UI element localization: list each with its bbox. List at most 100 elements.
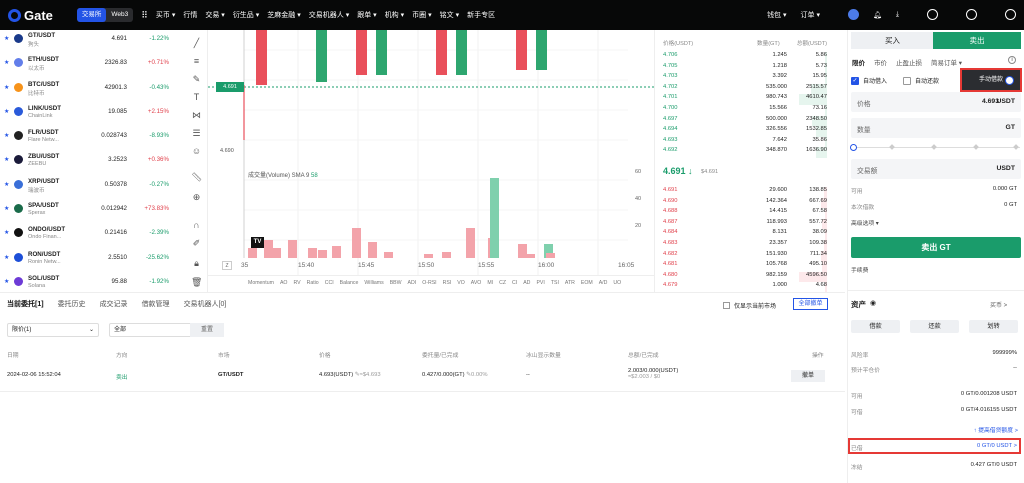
cancel-all-button[interactable]: 全部撤单	[793, 298, 828, 310]
apps-grid-icon[interactable]: ⠿	[141, 9, 148, 20]
bid-row[interactable]: 4.683 23.357 109.38	[657, 240, 832, 251]
indicator-chip[interactable]: AO	[279, 279, 288, 286]
market-row[interactable]: ★ GT/USDT 狗头 4.691 -1.22%	[0, 30, 183, 54]
star-icon[interactable]: ★	[4, 230, 10, 237]
tab-buy[interactable]: 买入	[851, 32, 934, 49]
info-icon[interactable]: i	[1008, 56, 1016, 64]
settings-icon[interactable]	[952, 8, 977, 22]
fee-link[interactable]: 手续费	[851, 268, 869, 274]
star-icon[interactable]: ★	[4, 108, 10, 115]
indicator-chip[interactable]: CZ	[499, 279, 507, 286]
indicator-chip[interactable]: EOM	[580, 279, 593, 286]
indicator-chip[interactable]: AVO	[470, 279, 482, 286]
market-row[interactable]: ★ ONDO/USDT Ondo Finan... 0.21416 -2.39%	[0, 224, 183, 248]
download-icon[interactable]: ⤓	[895, 11, 899, 18]
buy-crypto-link[interactable]: 买币 >	[990, 303, 1008, 309]
pencil-lock-icon[interactable]: ✐	[192, 238, 201, 248]
indicator-chip[interactable]: A/D	[598, 279, 608, 286]
slider-mark-100[interactable]	[1013, 144, 1019, 150]
amount-field[interactable]: 数量 GT	[851, 118, 1021, 138]
nav-bots[interactable]: 交易机器人 ▾	[308, 12, 350, 19]
nav-derivatives[interactable]: 衍生品 ▾	[232, 12, 260, 19]
nav-buy-crypto[interactable]: 买币 ▾	[155, 12, 176, 19]
nav-finance[interactable]: 芝麻金融 ▾	[267, 12, 301, 19]
indicator-chip[interactable]: Balance	[339, 279, 359, 286]
bid-row[interactable]: 4.688 14.415 67.58	[657, 208, 832, 219]
tab-loan-management[interactable]: 借款管理	[141, 301, 170, 308]
slider-mark-75[interactable]	[973, 144, 979, 150]
ask-row[interactable]: 4.692 348.870 1636.90	[657, 147, 832, 158]
bid-row[interactable]: 4.691 29.600 138.85	[657, 187, 832, 198]
wallet-menu[interactable]: 钱包 ▾	[767, 12, 787, 19]
avatar[interactable]	[834, 8, 859, 22]
star-icon[interactable]: ★	[4, 36, 10, 42]
bell-icon[interactable]: 🔔︎	[873, 12, 882, 19]
sell-gt-button[interactable]: 卖出 GT	[851, 237, 1021, 258]
bid-row[interactable]: 4.681 105.768 495.10	[657, 261, 832, 272]
candlestick-chart[interactable]: 35 15:40 15:45 15:50 15:55 16:00 16:05	[208, 30, 655, 275]
indicator-chip[interactable]: CCI	[324, 279, 334, 286]
indicator-chip[interactable]: Ratio	[306, 279, 319, 286]
ask-row[interactable]: 4.703 3.392 15.95	[657, 73, 832, 84]
cancel-order-button[interactable]: 撤单	[791, 370, 825, 382]
ask-row[interactable]: 4.694 326.556 1532.85	[657, 126, 832, 137]
star-icon[interactable]: ★	[4, 206, 10, 213]
zoom-in-icon[interactable]: ⊕	[192, 192, 201, 202]
market-row[interactable]: ★ ETH/USDT 以太币 2326.83 +0.71%	[0, 54, 183, 78]
bid-row[interactable]: 4.680 982.159 4596.50	[657, 271, 832, 283]
type-simple[interactable]: 简易订单 ▾	[931, 60, 963, 67]
nav-institution[interactable]: 机构 ▾	[384, 12, 405, 19]
eye-icon[interactable]: ◉	[870, 300, 877, 307]
auto-repay-toggle[interactable]: 自动还款	[903, 76, 939, 85]
indicator-chip[interactable]: PVI	[536, 279, 545, 286]
star-icon[interactable]: ★	[4, 84, 10, 91]
tab-sell[interactable]: 卖出	[933, 32, 1021, 49]
nav-inscription[interactable]: 铭文 ▾	[439, 12, 460, 19]
trash-icon[interactable]: 🗑︎	[191, 277, 203, 287]
nav-markets[interactable]: 行情	[183, 12, 198, 19]
star-icon[interactable]: ★	[4, 60, 10, 67]
fib-tool-icon[interactable]: ☰	[192, 128, 201, 138]
type-tpsl[interactable]: 止盈止损	[896, 60, 922, 67]
brush-tool-icon[interactable]: ✎	[192, 74, 201, 84]
indicator-chip[interactable]: CI	[512, 279, 518, 286]
indicator-chip[interactable]: BBW	[389, 279, 402, 286]
nav-trade[interactable]: 交易 ▾	[205, 12, 225, 19]
ask-row[interactable]: 4.705 1.218 5.73	[657, 62, 832, 74]
mode-web3[interactable]: Web3	[111, 11, 129, 18]
total-field[interactable]: 交易额 USDT	[851, 159, 1021, 179]
price-chart[interactable]: 35 15:40 15:45 15:50 15:55 16:00 16:05 4.691 4…	[208, 30, 655, 292]
bid-row[interactable]: 4.684 8.131 38.09	[657, 229, 832, 240]
magnet-icon[interactable]: ∩	[193, 220, 200, 230]
order-market[interactable]: GT/USDT	[218, 372, 244, 378]
tab-trade-history[interactable]: 成交记录	[99, 301, 128, 308]
ask-row[interactable]: 4.693 7.642 35.86	[657, 136, 832, 148]
only-current-toggle[interactable]: 仅显示当前市场	[723, 301, 776, 310]
transfer-button[interactable]: 划转	[969, 320, 1018, 333]
bid-row[interactable]: 4.690 142.364 667.69	[657, 197, 832, 209]
reset-button[interactable]: 重置	[190, 323, 224, 337]
nav-newbie[interactable]: 新手专区	[467, 12, 496, 19]
line-tool-icon[interactable]: ╱	[193, 38, 200, 48]
ask-row[interactable]: 4.697 500.000 2348.50	[657, 115, 832, 127]
emoji-tool-icon[interactable]: ☺	[191, 146, 202, 156]
market-row[interactable]: ★ FLR/USDT Flare Netw... 0.028743 -8.93%	[0, 127, 183, 151]
text-tool-icon[interactable]: T	[193, 92, 200, 102]
indicator-chip[interactable]: RSI	[442, 279, 452, 286]
type-market[interactable]: 市价	[874, 60, 887, 67]
repay-button[interactable]: 还款	[910, 320, 959, 333]
indicator-chip[interactable]: MI	[487, 279, 494, 286]
indicator-chip[interactable]: UO	[613, 279, 622, 286]
checkbox-empty-icon[interactable]	[903, 76, 911, 85]
star-icon[interactable]: ★	[4, 157, 10, 164]
ruler-tool-icon[interactable]: 📏︎	[191, 172, 203, 182]
price-field[interactable]: 价格 4.693 USDT	[851, 92, 1021, 112]
bid-row[interactable]: 4.682 151.930 711.34	[657, 250, 832, 262]
indicator-chip[interactable]: ATR	[564, 279, 575, 286]
type-limit[interactable]: 限价	[852, 60, 865, 67]
ask-row[interactable]: 4.701 980.743 4610.47	[657, 94, 832, 105]
star-icon[interactable]: ★	[4, 278, 10, 285]
order-price[interactable]: 4.693(USDT) ✎≈$4.693	[319, 372, 381, 378]
orders-menu[interactable]: 订单 ▾	[800, 12, 820, 19]
filter-order-type[interactable]: 限价(1) ⌄	[7, 323, 99, 337]
